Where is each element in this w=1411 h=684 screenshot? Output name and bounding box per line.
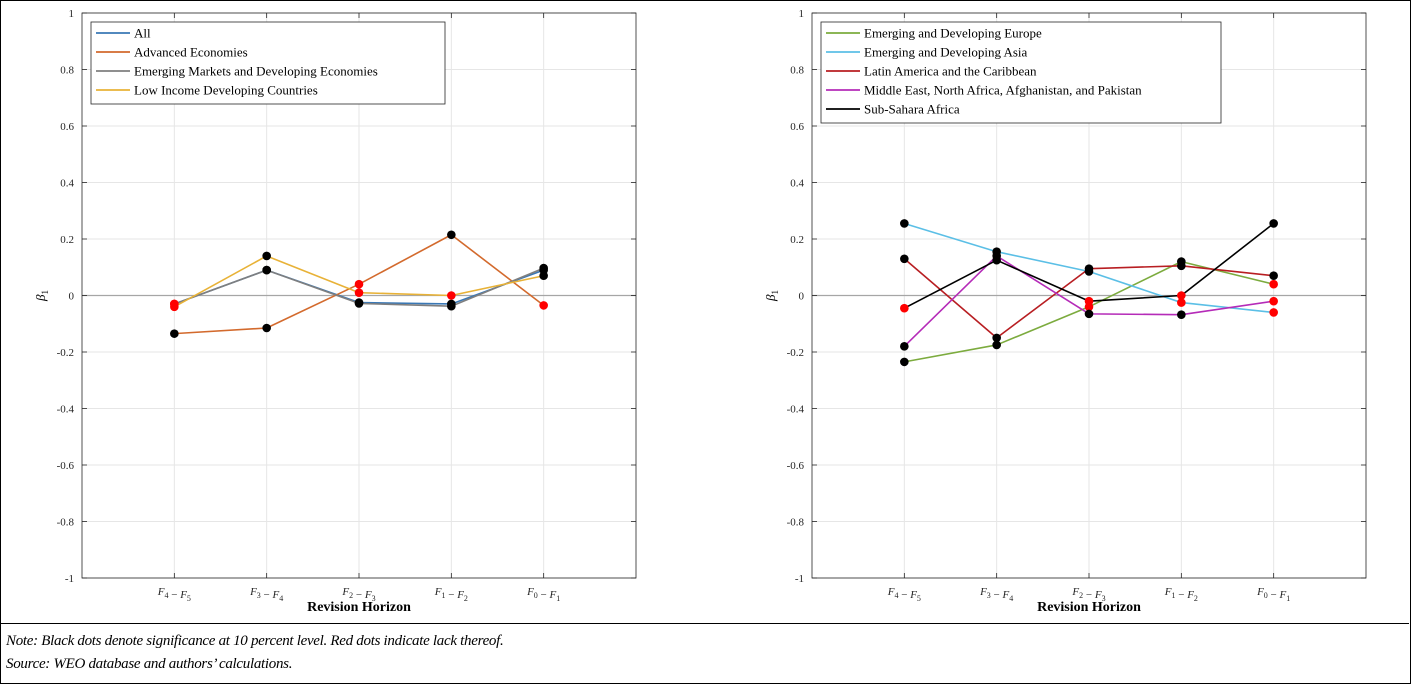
y-tick-label: -0.2: [57, 347, 74, 359]
data-point-asia: [1177, 298, 1186, 307]
legend-box: [820, 21, 1222, 124]
data-point-mena: [900, 342, 909, 351]
data-point-ssa: [992, 255, 1001, 265]
notes-divider: [0, 623, 1409, 624]
legend-box: [90, 21, 446, 105]
data-point-emerging_markets: [539, 263, 548, 273]
y-axis-label: β1: [33, 290, 50, 302]
x-tick-label: F0 − F1: [526, 586, 560, 603]
y-tick-label: 0.6: [790, 121, 804, 133]
y-tick-label: -0.2: [787, 347, 804, 359]
y-tick-label: -0.6: [57, 460, 75, 472]
legend-label: Emerging and Developing Asia: [864, 45, 1028, 60]
x-tick-label: F1 − F2: [1164, 586, 1198, 603]
y-tick-label: 0.4: [60, 178, 74, 190]
y-tick-label: 0.6: [60, 121, 74, 133]
y-tick-label: 1: [799, 8, 805, 20]
y-tick-label: -0.6: [787, 460, 805, 472]
data-point-emerging_markets: [447, 301, 456, 311]
x-tick-label: F2 − F3: [1071, 586, 1105, 603]
data-point-ssa: [1269, 219, 1278, 228]
charts-canvas: 1 0.8 0.6 0.4 0.2 0 -0.2 -0.4 -0.6 -0.8 -1 F4 − F5 F…: [33, 8, 1367, 615]
x-tick-label: F1 − F2: [434, 586, 468, 603]
y-tick-label: -1: [795, 573, 804, 585]
data-point-latam: [1269, 271, 1278, 281]
y-tick-label: 0.8: [60, 65, 74, 77]
data-point-ssa: [900, 303, 909, 313]
data-point-mena: [1269, 296, 1278, 306]
y-tick-label: 0: [799, 291, 805, 303]
data-point-advanced: [539, 301, 548, 310]
y-tick-label: 0.4: [790, 178, 804, 190]
legend-label: Emerging and Developing Europe: [864, 26, 1042, 41]
x-tick-label: F3 − F4: [979, 586, 1013, 603]
x-axis-label: Revision Horizon: [307, 600, 411, 615]
data-point-europe: [900, 357, 909, 367]
y-tick-label: 0.2: [60, 234, 74, 246]
y-tick-label: 0: [69, 291, 75, 303]
data-point-advanced: [354, 279, 364, 289]
legend-label: Latin America and the Caribbean: [864, 64, 1037, 79]
x-tick-label: F3 − F4: [249, 586, 283, 603]
y-tick-label: 1: [69, 8, 75, 20]
x-axis-label: Revision Horizon: [1037, 600, 1141, 615]
data-point-latam: [1084, 264, 1094, 273]
source-note: Source: WEO database and authors’ calcul…: [6, 656, 293, 672]
data-point-latam: [1177, 261, 1186, 271]
y-tick-label: -0.4: [57, 404, 75, 416]
y-tick-label: -0.8: [57, 517, 75, 529]
data-point-low_income: [539, 271, 548, 281]
data-point-latam: [992, 333, 1001, 343]
legend-label: Advanced Economies: [134, 45, 248, 60]
data-point-ssa: [1177, 291, 1186, 300]
data-point-asia: [1269, 308, 1278, 317]
data-point-europe: [1269, 279, 1278, 289]
right-chart-regions: 1 0.8 0.6 0.4 0.2 0 -0.2 -0.4 -0.6 -0.8 -1 F4 − F5 F…: [763, 8, 1367, 615]
data-point-mena: [1084, 309, 1094, 319]
significance-note: Note: Black dots denote significance at …: [6, 633, 504, 649]
legend-label: Emerging Markets and Developing Economie…: [134, 64, 378, 79]
y-tick-label: -0.4: [787, 404, 805, 416]
data-point-europe: [992, 340, 1001, 350]
data-point-emerging_markets: [354, 299, 364, 308]
y-tick-label: 0.8: [790, 65, 804, 77]
x-tick-label: F4 − F5: [157, 586, 191, 603]
y-tick-label: -0.8: [787, 517, 805, 529]
legend-label: Sub-Sahara Africa: [864, 102, 960, 117]
data-point-low_income: [262, 251, 271, 261]
data-point-advanced: [447, 230, 456, 240]
x-tick-label: F4 − F5: [887, 586, 921, 603]
left-chart-aggregate-groups: 1 0.8 0.6 0.4 0.2 0 -0.2 -0.4 -0.6 -0.8 -1 F4 − F5 F…: [33, 8, 637, 615]
legend-label: All: [134, 26, 151, 41]
x-tick-label: F0 − F1: [1256, 586, 1290, 603]
y-axis-label: β1: [763, 290, 780, 302]
y-tick-label: -1: [65, 573, 74, 585]
data-point-low_income: [354, 288, 364, 297]
legend-label: Middle East, North Africa, Afghanistan, …: [864, 83, 1142, 98]
data-point-low_income: [170, 302, 179, 312]
data-point-ssa: [1084, 296, 1094, 306]
legend-label: Low Income Developing Countries: [134, 83, 318, 98]
data-point-mena: [1177, 310, 1186, 320]
data-point-advanced: [170, 329, 179, 338]
y-tick-label: 0.2: [790, 234, 804, 246]
data-point-latam: [900, 254, 909, 264]
data-point-emerging_markets: [262, 265, 271, 275]
data-point-advanced: [262, 323, 271, 333]
data-point-low_income: [447, 291, 456, 300]
data-point-asia: [900, 219, 909, 228]
x-tick-label: F2 − F3: [341, 586, 375, 603]
